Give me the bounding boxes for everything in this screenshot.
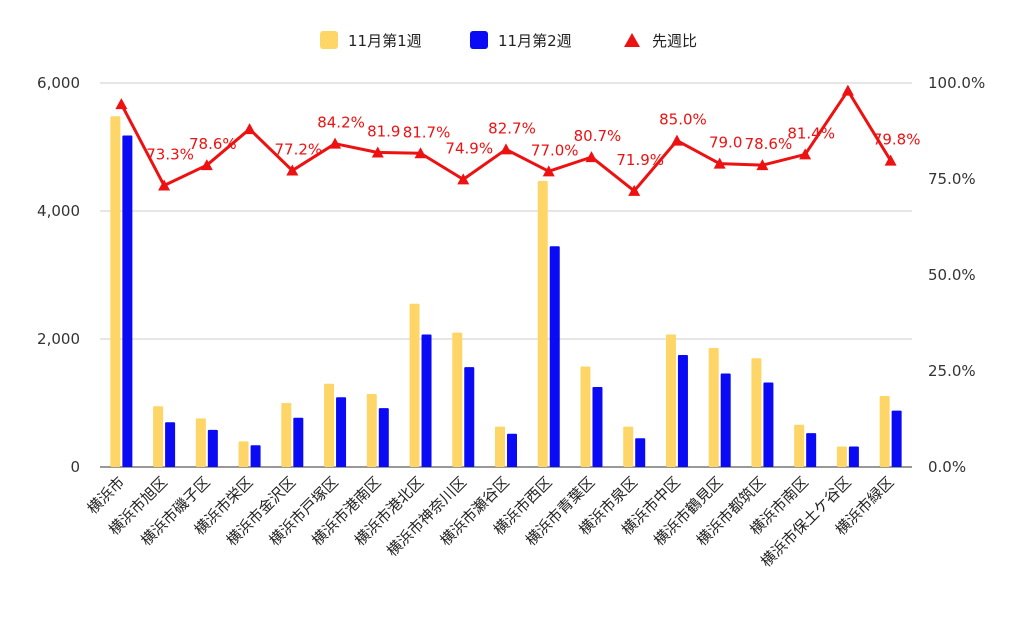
legend-swatch <box>470 31 488 49</box>
ratio-data-label: 77.2% <box>274 141 322 159</box>
ratio-marker <box>841 84 854 96</box>
bar-week1 <box>324 383 335 467</box>
bar-week2 <box>336 397 347 467</box>
ratio-marker <box>115 98 128 110</box>
ratio-marker <box>329 137 342 149</box>
y-right-tick-label: 25.0% <box>928 362 976 380</box>
ratio-data-label: 74.9% <box>445 139 493 157</box>
y-left-tick-label: 2,000 <box>37 330 80 348</box>
bar-week1 <box>836 446 847 467</box>
legend-label: 11月第2週 <box>498 32 572 50</box>
legend-swatch <box>320 31 338 49</box>
ratio-data-label: 78.6% <box>745 135 793 153</box>
ratio-marker <box>799 148 812 160</box>
ratio-line <box>115 84 897 196</box>
ratio-marker <box>200 159 213 171</box>
data-labels: 73.3%78.6% 77.2%84.2% 81.9 81.7%74.9%82.7%7… <box>146 111 920 169</box>
ratio-marker <box>585 151 598 163</box>
ratio-data-label: 81.4% <box>787 124 835 142</box>
y-left-tick-label: 6,000 <box>37 74 80 92</box>
bar-week2 <box>378 408 389 467</box>
bar-week2 <box>763 382 774 467</box>
ratio-marker <box>457 173 470 185</box>
legend-label: 先週比 <box>652 32 697 50</box>
ratio-data-label: 77.0% <box>531 141 579 159</box>
bar-week2 <box>464 367 475 467</box>
bar-week1 <box>794 424 805 467</box>
y-left-tick-label: 4,000 <box>37 202 80 220</box>
ratio-data-label: 79.8% <box>873 131 921 149</box>
ratio-marker <box>628 184 641 196</box>
ratio-marker <box>158 179 171 191</box>
bars <box>110 116 902 468</box>
bar-week1 <box>665 334 676 467</box>
bar-week2 <box>122 135 133 468</box>
bar-week1 <box>708 347 719 467</box>
ratio-marker <box>371 146 384 158</box>
ratio-marker <box>286 164 299 176</box>
ratio-data-label: 85.0% <box>659 111 707 129</box>
bar-week1 <box>495 426 505 467</box>
legend: 11月第1週 11月第2週 先週比 <box>320 31 697 50</box>
bar-week2 <box>165 422 176 467</box>
bar-week1 <box>537 180 548 468</box>
ratio-marker <box>243 123 256 135</box>
bar-week2 <box>293 417 304 467</box>
bar-week2 <box>635 438 646 467</box>
bar-week2 <box>207 429 218 467</box>
ratio-data-label: 84.2% <box>317 114 365 132</box>
y-right-tick-label: 75.0% <box>928 170 976 188</box>
y-right-tick-label: 50.0% <box>928 266 976 284</box>
bar-week2 <box>720 373 731 467</box>
bar-week2 <box>592 387 603 467</box>
ratio-data-label: 71.9% <box>616 151 664 169</box>
ratio-data-label: 79.0 <box>709 134 742 152</box>
ratio-marker <box>414 147 427 159</box>
ratio-marker <box>884 154 897 166</box>
bar-week1 <box>238 441 249 467</box>
ratio-marker <box>500 143 512 155</box>
y-left-tick-label: 0 <box>70 458 80 476</box>
ratio-marker <box>670 134 683 146</box>
legend-label: 11月第1週 <box>348 32 422 50</box>
bar-week1 <box>110 116 121 467</box>
ratio-data-label: 73.3% <box>146 146 194 164</box>
y-right-tick-label: 100.0% <box>928 74 985 92</box>
bar-week2 <box>421 334 432 467</box>
bar-week2 <box>507 433 517 467</box>
bar-week1 <box>366 394 377 467</box>
ratio-data-label: 78.6% <box>189 135 237 153</box>
bar-week1 <box>580 366 591 467</box>
ratio-data-label: 81.9 <box>367 123 400 141</box>
bar-week2 <box>549 246 560 467</box>
bar-week2 <box>806 433 817 467</box>
bar-week2 <box>891 410 902 467</box>
ratio-marker <box>542 165 555 177</box>
bar-week1 <box>623 426 634 467</box>
bar-week1 <box>751 358 762 467</box>
bar-week1 <box>452 332 463 467</box>
bar-week1 <box>879 395 890 467</box>
bar-week1 <box>153 406 164 467</box>
bar-week1 <box>409 303 420 467</box>
bar-week1 <box>281 403 292 467</box>
legend-swatch <box>624 33 640 47</box>
ratio-marker <box>756 159 769 171</box>
bar-week2 <box>250 445 261 467</box>
ratio-data-label: 81.7% <box>403 123 451 141</box>
y-right-tick-label: 0.0% <box>928 458 966 476</box>
bar-week2 <box>677 355 688 467</box>
ratio-data-label: 82.7% <box>488 119 536 137</box>
bar-week1 <box>195 418 206 467</box>
ratio-marker <box>713 157 726 169</box>
bar-week2 <box>848 446 859 467</box>
gridlines <box>100 82 912 468</box>
ratio-data-label: 80.7% <box>574 127 622 145</box>
